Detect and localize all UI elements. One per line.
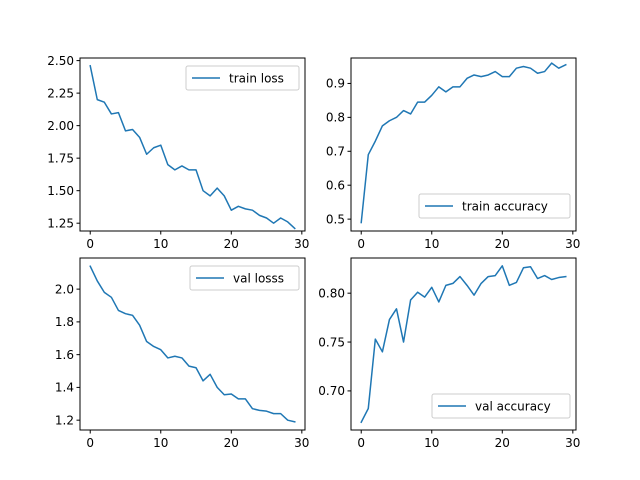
train-loss-x-tick-label: 0 bbox=[86, 237, 94, 251]
train-accuracy-axes-frame bbox=[350, 57, 577, 232]
train-loss-y-tick-label: 1.75 bbox=[47, 151, 74, 165]
train-accuracy-x-tick-label: 30 bbox=[565, 237, 580, 251]
val-loss-legend: val losss bbox=[189, 265, 300, 291]
val-accuracy-series-line bbox=[360, 265, 567, 424]
val-loss-x-tick-label: 30 bbox=[294, 436, 309, 450]
train-accuracy-x-tick-label: 20 bbox=[495, 237, 510, 251]
val-accuracy-x-tick-label: 20 bbox=[495, 436, 510, 450]
val-accuracy-panel: 0 10 20 30 0.70 0.75 0.80 val accuracy bbox=[318, 257, 580, 450]
val-loss-legend-box bbox=[189, 265, 300, 291]
val-accuracy-legend-box bbox=[431, 393, 571, 419]
train-accuracy-y-tick-label: 0.5 bbox=[326, 212, 345, 226]
train-accuracy-series-line bbox=[360, 62, 567, 224]
train-loss-y-tick-label: 1.25 bbox=[47, 216, 74, 230]
val-loss-x-tick-label: 0 bbox=[86, 436, 94, 450]
train-loss-y-tick-label: 2.00 bbox=[47, 119, 74, 133]
train-loss-panel: 0 10 20 30 1.25 1.50 1.75 2.00 2.25 2.50 train los… bbox=[47, 54, 309, 251]
val-loss-y-tick-label: 1.2 bbox=[55, 413, 74, 427]
val-accuracy-y-tick-label: 0.75 bbox=[318, 335, 345, 349]
val-accuracy-legend: val accuracy bbox=[431, 393, 571, 419]
val-accuracy-legend-label: val accuracy bbox=[475, 400, 551, 414]
train-accuracy-y-tick-label: 0.9 bbox=[326, 77, 345, 91]
val-loss-y-tick-label: 1.6 bbox=[55, 348, 74, 362]
train-loss-x-tick-label: 30 bbox=[294, 237, 309, 251]
train-accuracy-x-tick-label: 0 bbox=[357, 237, 365, 251]
train-loss-axes-frame bbox=[79, 57, 306, 232]
train-accuracy-legend-box bbox=[418, 193, 571, 219]
val-loss-y-tick-label: 1.4 bbox=[55, 381, 74, 395]
train-accuracy-legend: train accuracy bbox=[418, 193, 571, 219]
train-loss-x-tick-label: 10 bbox=[153, 237, 168, 251]
train-loss-legend-box bbox=[185, 65, 300, 91]
val-accuracy-x-tick-label: 0 bbox=[357, 436, 365, 450]
train-accuracy-y-tick-label: 0.6 bbox=[326, 179, 345, 193]
val-loss-series-line bbox=[89, 265, 296, 423]
val-loss-panel: 0 10 20 30 1.2 1.4 1.6 1.8 2.0 val losss bbox=[55, 257, 309, 450]
val-accuracy-y-tick-label: 0.70 bbox=[318, 384, 345, 398]
val-loss-x-tick-label: 20 bbox=[224, 436, 239, 450]
val-loss-axes-frame bbox=[79, 257, 306, 431]
val-accuracy-axes-frame bbox=[350, 257, 577, 431]
val-loss-legend-label: val losss bbox=[233, 272, 284, 286]
train-accuracy-legend-label: train accuracy bbox=[462, 200, 548, 214]
val-loss-y-tick-label: 1.8 bbox=[55, 315, 74, 329]
train-loss-x-tick-label: 20 bbox=[224, 237, 239, 251]
train-loss-y-tick-label: 2.50 bbox=[47, 54, 74, 68]
val-loss-x-tick-label: 10 bbox=[153, 436, 168, 450]
train-loss-y-tick-label: 1.50 bbox=[47, 184, 74, 198]
val-accuracy-x-tick-label: 30 bbox=[565, 436, 580, 450]
train-loss-y-tick-label: 2.25 bbox=[47, 86, 74, 100]
train-loss-series-line bbox=[89, 64, 296, 230]
train-loss-legend: train loss bbox=[185, 65, 300, 91]
val-accuracy-y-tick-label: 0.80 bbox=[318, 286, 345, 300]
train-loss-legend-label: train loss bbox=[229, 72, 284, 86]
val-accuracy-x-tick-label: 10 bbox=[424, 436, 439, 450]
train-accuracy-y-tick-label: 0.7 bbox=[326, 145, 345, 159]
train-accuracy-x-tick-label: 10 bbox=[424, 237, 439, 251]
train-accuracy-y-tick-label: 0.8 bbox=[326, 111, 345, 125]
train-accuracy-panel: 0 10 20 30 0.5 0.6 0.7 0.8 0.9 train accuracy bbox=[326, 57, 580, 251]
val-loss-y-tick-label: 2.0 bbox=[55, 282, 74, 296]
